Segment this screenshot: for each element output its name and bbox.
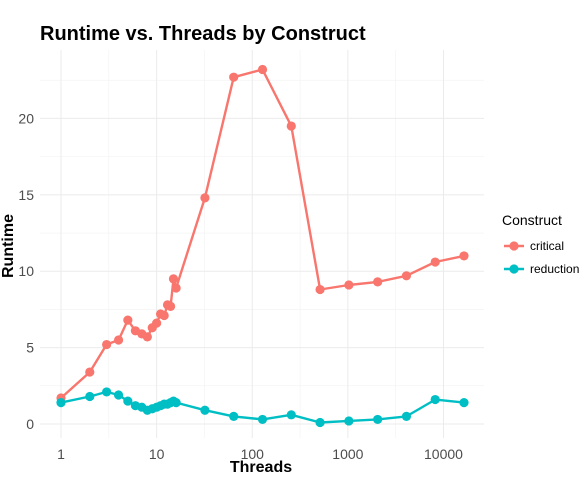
y-tick-label: 15: [18, 187, 34, 203]
axis-ticks: 1 10 100 1000 10000 0 5 10 15 20: [18, 110, 463, 462]
data-point-reduction: [373, 414, 383, 425]
data-point-critical: [459, 251, 469, 261]
data-point-reduction: [123, 396, 133, 406]
data-point-critical: [102, 339, 112, 350]
y-tick-label: 0: [26, 416, 34, 432]
data-point-reduction: [113, 390, 124, 400]
x-tick-label: 1: [57, 446, 65, 462]
data-point-critical: [286, 121, 296, 131]
data-point-reduction: [56, 398, 66, 408]
data-point-critical: [430, 257, 440, 267]
data-point-critical: [142, 332, 152, 342]
data-point-critical: [113, 335, 124, 345]
data-point-reduction: [401, 411, 412, 421]
data-point-reduction: [286, 410, 296, 420]
x-tick-label: 1000: [332, 446, 363, 462]
data-point-reduction: [459, 398, 469, 408]
data-point-reduction: [85, 391, 95, 402]
legend-label-reduction: reduction: [530, 262, 579, 276]
x-tick-label: 10: [149, 446, 165, 462]
y-tick-label: 5: [26, 340, 34, 356]
grid: [40, 50, 484, 438]
y-tick-label: 20: [18, 110, 34, 126]
data-point-reduction: [315, 417, 325, 428]
data-point-critical: [229, 72, 239, 82]
x-tick-label: 10000: [424, 446, 463, 462]
data-point-critical: [171, 283, 181, 293]
data-point-critical: [257, 64, 268, 75]
y-tick-label: 10: [18, 263, 34, 279]
data-point-critical: [168, 274, 179, 284]
data-point-critical: [344, 280, 354, 290]
data-point-critical: [85, 367, 95, 377]
y-axis-title: Runtime: [0, 214, 17, 278]
legend-label-critical: critical: [530, 239, 564, 253]
data-point-reduction: [344, 416, 354, 426]
data-point-critical: [200, 193, 210, 203]
data-point-critical: [315, 284, 325, 295]
chart-title: Runtime vs. Threads by Construct: [40, 23, 366, 45]
data-point-critical: [159, 310, 169, 321]
data-point-reduction: [229, 411, 239, 421]
plot-area: [56, 64, 469, 428]
x-tick-label: 100: [241, 446, 265, 462]
data-point-reduction: [257, 414, 268, 425]
legend-key-point-critical: [509, 241, 519, 251]
data-point-critical: [373, 277, 383, 287]
data-point-critical: [123, 315, 133, 325]
data-point-reduction: [102, 387, 112, 397]
data-point-reduction: [200, 405, 210, 415]
legend-title: Construct: [502, 212, 562, 228]
legend-key-point-reduction: [509, 264, 519, 274]
x-axis-title: Threads: [230, 459, 292, 476]
data-point-critical: [165, 301, 176, 311]
data-point-critical: [152, 318, 162, 328]
data-point-reduction: [430, 394, 440, 405]
legend: Construct critical reduction: [502, 212, 579, 276]
data-point-reduction: [171, 398, 181, 408]
data-point-critical: [401, 271, 412, 281]
